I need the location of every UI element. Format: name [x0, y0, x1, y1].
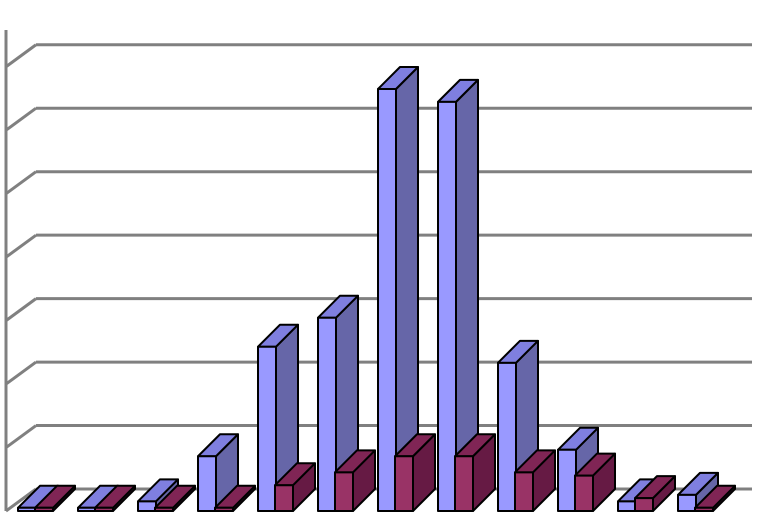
bar-s2-c11	[634, 475, 676, 513]
bar-s1-c8	[437, 78, 479, 512]
bar-s2-c9	[514, 449, 556, 513]
bar-s1-c7	[377, 65, 419, 512]
gridline	[5, 43, 752, 68]
bar-s2-c12	[694, 484, 736, 512]
bar-s1-c4	[197, 433, 239, 513]
bar-s2-c2	[94, 484, 136, 512]
bar-s2-c8	[454, 433, 496, 513]
bar-s2-c1	[34, 484, 76, 512]
bar-s2-c6	[334, 449, 376, 513]
bar-s2-c10	[574, 452, 616, 513]
bar-s2-c7	[394, 433, 436, 513]
bar-s2-c4	[214, 484, 256, 512]
bar-series	[17, 65, 736, 513]
bar-s2-c5	[274, 462, 316, 513]
bar-s2-c3	[154, 484, 196, 512]
bar-s1-c5	[257, 323, 299, 513]
